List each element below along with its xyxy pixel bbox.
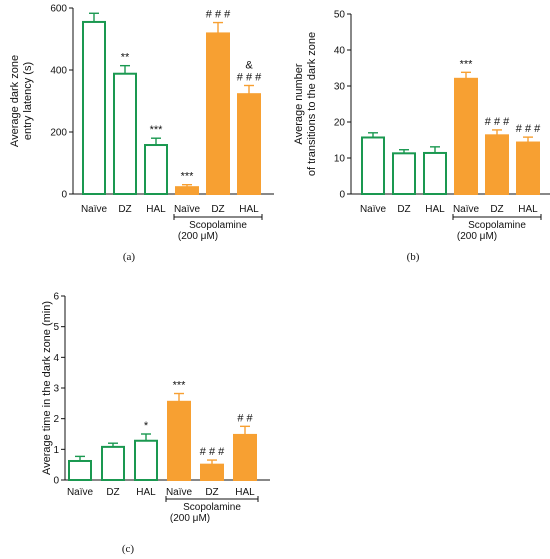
y-tick-label: 30 <box>334 82 346 93</box>
x-tick-label: Naïve <box>81 204 108 215</box>
chart-panel-2: 0 10 20 30 40 50 Average number of transitions … <box>293 10 550 263</box>
bracket-label: Scopolamine <box>189 220 247 231</box>
bar-scopolamine-nave <box>175 186 199 195</box>
significance-label: *** <box>460 58 474 70</box>
y-tick-label: 0 <box>53 476 59 487</box>
bar-control-dz <box>101 445 125 482</box>
significance-label: *** <box>181 171 195 183</box>
bar-control-nave <box>361 136 385 195</box>
y-tick-label: 0 <box>61 190 67 201</box>
bar-control-hal <box>144 144 168 196</box>
bar-control-dz <box>113 72 137 195</box>
significance-label: # # # <box>206 9 231 21</box>
x-tick-label: Naïve <box>453 204 480 215</box>
y-tick-label: 10 <box>334 154 346 165</box>
x-tick-label: HAL <box>239 204 259 215</box>
significance-label: ** <box>121 52 130 64</box>
x-tick-label: DZ <box>490 204 503 215</box>
y-tick-label: 200 <box>50 128 67 139</box>
x-tick-label: DZ <box>106 487 119 498</box>
x-tick-label: DZ <box>118 204 131 215</box>
x-tick-label: HAL <box>136 487 156 498</box>
y-tick-label: 40 <box>334 46 346 57</box>
bar-control-dz <box>392 152 416 196</box>
bar-scopolamine-hal <box>237 93 261 195</box>
y-tick-label: 600 <box>50 4 67 15</box>
bar-scopolamine-hal <box>233 433 257 482</box>
significance-label: *** <box>173 380 187 392</box>
y-tick-label: 3 <box>53 384 59 395</box>
significance-label: # # # <box>516 123 541 135</box>
x-tick-label: Naïve <box>360 204 387 215</box>
bar-control-nave <box>82 20 106 196</box>
significance-label: # # # <box>237 72 262 84</box>
y-tick-label: 50 <box>334 10 346 21</box>
significance-label: *** <box>150 124 164 136</box>
y-axis-label: Average dark zone <box>9 55 21 147</box>
x-tick-label: DZ <box>205 487 218 498</box>
x-tick-label: HAL <box>235 487 255 498</box>
y-tick-label: 6 <box>53 292 59 303</box>
panel-label: (a) <box>123 251 136 263</box>
x-tick-label: Naïve <box>67 487 94 498</box>
y-tick-label: 4 <box>53 353 59 364</box>
bar-control-hal <box>423 151 447 196</box>
y-axis-label: Average time in the dark zone (min) <box>41 301 53 475</box>
y-axis-label: of transitions to the dark zone <box>306 32 318 176</box>
y-tick-label: 1 <box>53 445 59 456</box>
x-tick-label: Naïve <box>174 204 201 215</box>
bar-scopolamine-nave <box>454 77 478 195</box>
y-axis-label: Average number <box>293 63 305 144</box>
x-tick-label: HAL <box>146 204 166 215</box>
significance-label: & <box>245 60 253 72</box>
bar-control-hal <box>134 439 158 482</box>
bar-scopolamine-dz <box>200 463 224 481</box>
panel-label: (b) <box>407 251 420 263</box>
bracket-sublabel: (200 μM) <box>178 231 218 242</box>
x-tick-label: Naïve <box>166 487 193 498</box>
bracket-sublabel: (200 μM) <box>170 513 210 524</box>
bracket-sublabel: (200 μM) <box>457 231 497 242</box>
y-tick-label: 5 <box>53 322 59 333</box>
bar-scopolamine-hal <box>516 141 540 196</box>
y-tick-label: 400 <box>50 66 67 77</box>
bracket-label: Scopolamine <box>183 502 241 513</box>
bracket-label: Scopolamine <box>468 220 526 231</box>
y-tick-label: 2 <box>53 414 59 425</box>
significance-label: # # # <box>200 446 225 458</box>
chart-panel-1: 0 200 400 600 Average dark zone entry latency… <box>9 4 274 263</box>
significance-label: # # # <box>485 116 510 128</box>
bar-control-nave <box>68 459 92 481</box>
x-tick-label: DZ <box>211 204 224 215</box>
y-tick-label: 20 <box>334 118 346 129</box>
significance-label: * <box>144 420 149 432</box>
bar-scopolamine-dz <box>206 32 230 195</box>
x-tick-label: HAL <box>518 204 538 215</box>
significance-label: # # <box>237 412 253 424</box>
bar-scopolamine-dz <box>485 134 509 196</box>
x-tick-label: DZ <box>397 204 410 215</box>
panel-label: (c) <box>122 543 135 555</box>
bar-scopolamine-nave <box>167 400 191 481</box>
y-axis-label: entry latency (s) <box>22 62 34 140</box>
y-tick-label: 0 <box>339 190 345 201</box>
x-tick-label: HAL <box>425 204 445 215</box>
